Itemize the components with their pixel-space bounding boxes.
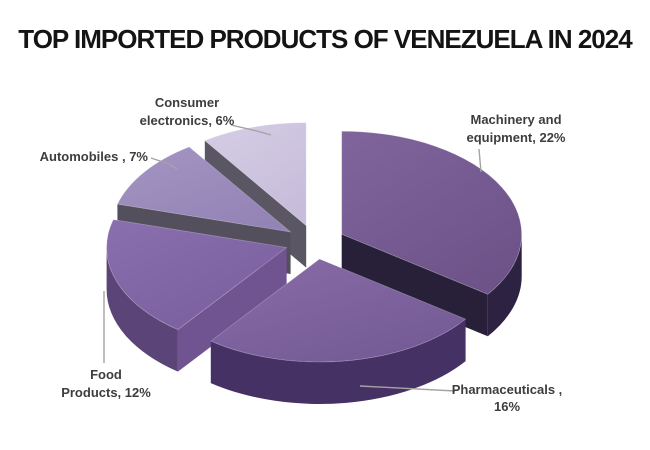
leader-line-pharmaceuticals	[359, 385, 456, 392]
slice-label-food-products-line2: Products, 12%	[61, 385, 151, 400]
leader-line-consumer-electronics	[230, 124, 272, 136]
slice-label-machinery-and-equipment-line1: Machinery and	[470, 112, 561, 127]
slice-side-wall	[177, 247, 287, 372]
slice-label-consumer-electronics-line1: Consumer	[155, 95, 219, 110]
leader-line-automobiles	[150, 157, 179, 171]
leader-line-machinery-and-equipment	[478, 148, 482, 173]
chart-title: TOP IMPORTED PRODUCTS OF VENEZUELA IN 20…	[18, 24, 632, 54]
slice-outer-rim	[106, 247, 178, 372]
slice-label-machinery-and-equipment-line2: equipment, 22%	[467, 130, 566, 145]
slice-side-wall	[341, 234, 488, 337]
pie-slice-machinery-and-equipment	[341, 130, 523, 337]
slice-label-food-products-line1: Food	[90, 367, 122, 382]
slice-label-consumer-electronics-line2: electronics, 6%	[140, 113, 235, 128]
slice-outer-rim	[487, 234, 522, 337]
slice-label-automobiles-line1: Automobiles , 7%	[40, 149, 149, 164]
slice-top-face[interactable]	[116, 146, 292, 233]
slice-label-pharmaceuticals-line2: 16%	[494, 399, 520, 414]
slice-top-face[interactable]	[341, 130, 523, 295]
slice-label-pharmaceuticals-line1: Pharmaceuticals ,	[452, 382, 563, 397]
slice-outer-rim	[210, 319, 466, 404]
pie-slice-pharmaceuticals	[210, 258, 467, 404]
slice-top-face[interactable]	[106, 219, 288, 331]
slice-top-face[interactable]	[204, 122, 307, 227]
slice-top-face[interactable]	[210, 258, 467, 363]
pie-slice-food-products	[106, 219, 288, 372]
